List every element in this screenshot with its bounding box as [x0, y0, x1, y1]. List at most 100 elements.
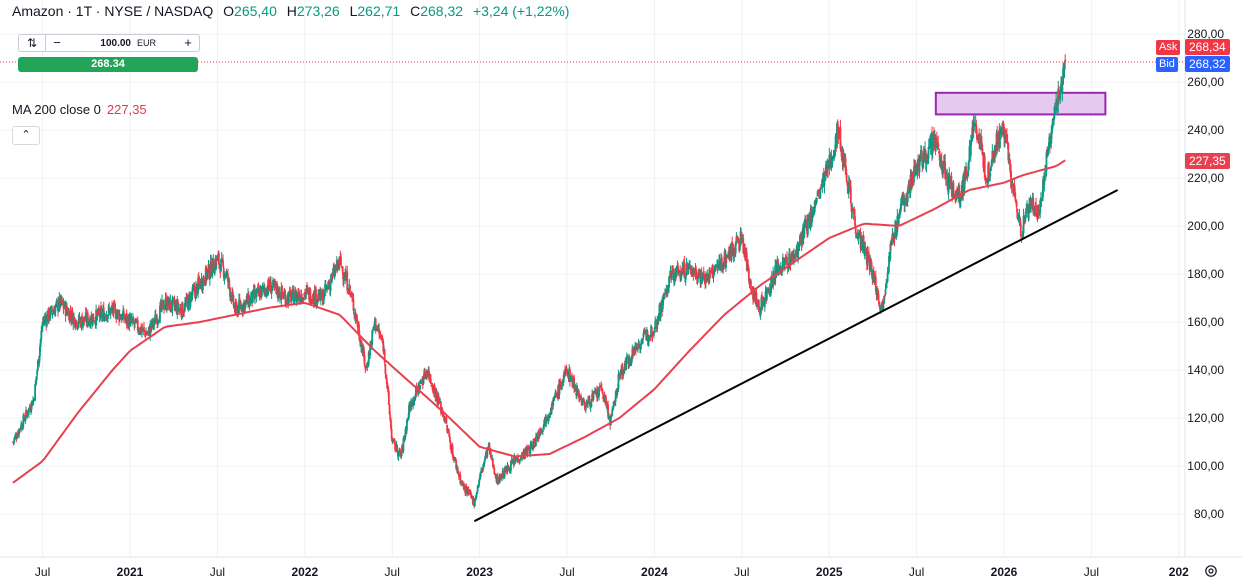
candle-body — [526, 448, 529, 455]
candle-body — [138, 330, 141, 333]
candle-body — [824, 173, 827, 177]
decrease-button[interactable]: − — [53, 35, 61, 50]
quantity-value[interactable]: 100.00 — [100, 37, 131, 49]
candle-body — [124, 318, 127, 320]
candle-body — [1019, 223, 1022, 237]
candle-body — [883, 296, 886, 304]
buy-price-button[interactable]: 268.34 — [18, 57, 198, 72]
candle-body — [770, 277, 772, 294]
candle-body — [529, 444, 532, 454]
candle-body — [738, 246, 741, 251]
candle-body — [553, 397, 555, 400]
candle-body — [309, 289, 312, 303]
candle-body — [23, 414, 25, 420]
candle-body — [745, 252, 748, 271]
candle-body — [743, 243, 746, 253]
candle-body — [685, 263, 688, 276]
candle-body — [400, 454, 403, 457]
candle-body — [677, 266, 680, 272]
candle-body — [178, 309, 181, 311]
candle-body — [1053, 114, 1055, 121]
candle-body — [851, 206, 854, 212]
candle-body — [889, 243, 892, 259]
candle-body — [153, 322, 156, 324]
candle-body — [271, 286, 274, 290]
candle-body — [985, 178, 988, 181]
symbol-title[interactable]: Amazon · 1T · NYSE / NASDAQ — [12, 3, 214, 19]
candle-body — [1061, 86, 1064, 94]
candle-body — [350, 293, 353, 296]
candle-body — [1047, 146, 1050, 151]
increase-button[interactable]: + — [184, 35, 192, 50]
candle-body — [477, 485, 480, 487]
candle-body — [42, 320, 45, 322]
candle-body — [431, 386, 434, 391]
y-tick-label: 120,00 — [1187, 411, 1224, 425]
candle-body — [385, 374, 387, 379]
candle-body — [147, 330, 150, 333]
candle-body — [293, 298, 296, 304]
candle-body — [480, 469, 483, 471]
candle-body — [693, 268, 695, 273]
candle-body — [310, 299, 313, 304]
candle-body — [895, 221, 897, 235]
candle-body — [548, 415, 551, 417]
candle-body — [379, 335, 382, 337]
ma-legend[interactable]: MA 200 close 0 227,35 — [12, 102, 147, 117]
candle-body — [263, 286, 265, 290]
candle-body — [571, 375, 573, 382]
candle-body — [122, 311, 125, 320]
candle-body — [41, 327, 43, 330]
candle-body — [238, 299, 240, 314]
candle-body — [545, 421, 548, 424]
candle-body — [409, 402, 412, 410]
candle-body — [679, 271, 682, 279]
candle-body — [797, 245, 800, 250]
candle-body — [235, 302, 238, 305]
candle-body — [906, 189, 909, 202]
candle-body — [640, 340, 643, 345]
candle-body — [550, 410, 553, 412]
candle-body — [383, 350, 386, 363]
candle-body — [876, 290, 879, 296]
candle-body — [197, 278, 199, 294]
candle-body — [49, 308, 52, 319]
close-key: C — [410, 3, 421, 19]
candle-body — [887, 270, 890, 274]
candle-body — [695, 269, 698, 278]
reset-icon[interactable]: ⇅ — [19, 35, 46, 51]
candle-body — [16, 437, 18, 439]
candle-body — [988, 176, 991, 178]
candle-body — [78, 316, 81, 323]
candle-body — [787, 268, 790, 271]
settings-gear-icon[interactable] — [1203, 563, 1219, 579]
collapse-legend-button[interactable]: ⌃ — [12, 126, 40, 145]
candle-body — [374, 318, 377, 331]
candle-body — [270, 289, 273, 294]
candle-body — [766, 287, 768, 300]
candle-body — [558, 381, 561, 395]
candle-body — [750, 290, 753, 292]
candle-body — [113, 304, 116, 308]
candle-body — [957, 190, 960, 199]
candle-body — [659, 308, 662, 318]
candle-body — [790, 257, 793, 264]
candle-body — [813, 200, 816, 212]
x-tick-label: 2026 — [991, 565, 1018, 579]
candle-body — [945, 172, 948, 174]
candle-body — [283, 293, 286, 297]
candle-body — [161, 300, 163, 309]
candle-body — [616, 388, 619, 392]
candle-body — [911, 173, 914, 183]
candle-body — [84, 320, 86, 322]
candle-body — [981, 148, 984, 151]
candle-body — [208, 275, 211, 280]
candle-body — [614, 391, 617, 402]
candle-body — [703, 274, 706, 282]
candle-body — [940, 160, 943, 167]
candle-body — [541, 429, 544, 433]
x-tick-label: 2025 — [816, 565, 843, 579]
candle-body — [392, 440, 394, 443]
